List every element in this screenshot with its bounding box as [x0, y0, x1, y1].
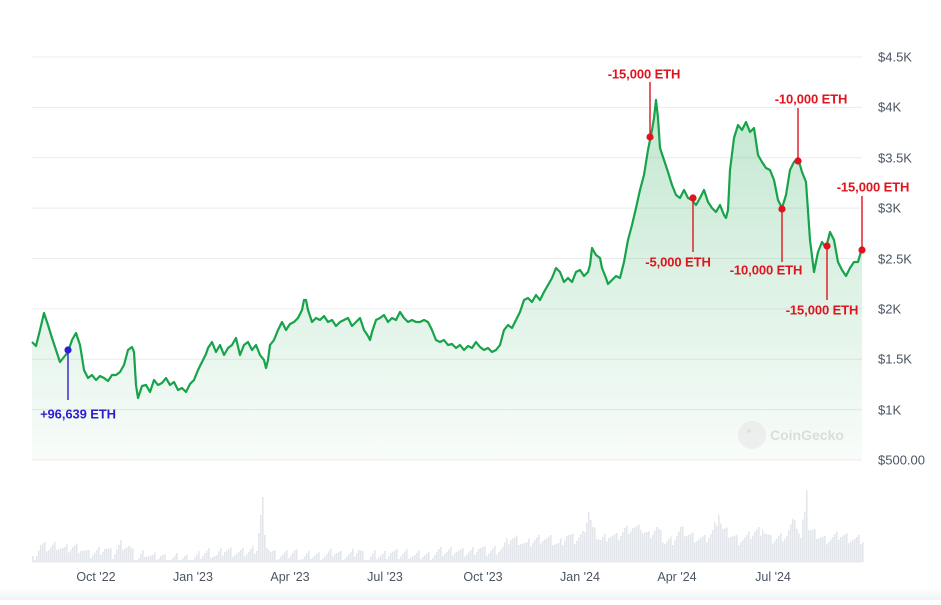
sell-marker-dot[interactable] [823, 242, 831, 250]
buy-annotation-label: +96,639 ETH [40, 406, 116, 422]
sell-marker-dot[interactable] [778, 205, 786, 213]
x-tick-label: Apr '23 [270, 570, 310, 584]
watermark-text: CoinGecko [770, 427, 844, 443]
x-tick-label: Oct '22 [76, 570, 116, 584]
price-line[interactable] [31, 98, 864, 400]
x-tick-label: Jan '23 [173, 570, 213, 584]
sell-marker-dot[interactable] [689, 194, 697, 202]
sell-annotation-label: -15,000 ETH [836, 179, 910, 195]
x-tick-label: Jan '24 [560, 570, 600, 584]
y-tick-label: $1K [878, 402, 902, 418]
price-area-fill [32, 100, 862, 460]
coingecko-watermark: CoinGecko [738, 421, 844, 449]
gecko-logo-icon [738, 421, 766, 449]
y-tick-label: $2K [878, 301, 902, 317]
y-tick-label: $3K [878, 200, 902, 216]
y-tick-label: $2.5K [878, 251, 912, 266]
sell-annotation-label: -10,000 ETH [774, 91, 848, 107]
sell-annotation-label: -10,000 ETH [729, 262, 803, 278]
y-tick-label: $4K [878, 99, 902, 115]
y-tick-label: $4.5K [878, 49, 912, 65]
sell-annotation-label: -5,000 ETH [645, 254, 711, 270]
y-tick-label: $500.00 [878, 452, 925, 468]
y-tick-label: $3.5K [878, 150, 912, 166]
buy-marker-dot[interactable] [64, 346, 72, 354]
sell-marker-dot[interactable] [794, 157, 802, 165]
x-tick-label: Apr '24 [657, 570, 697, 584]
x-tick-label: Jul '24 [755, 570, 791, 584]
sell-marker-dot[interactable] [646, 133, 654, 141]
x-tick-label: Jul '23 [367, 570, 403, 584]
annotation-markers [64, 82, 866, 400]
sell-annotation-label: -15,000 ETH [785, 302, 859, 318]
volume-bars [32, 490, 864, 562]
sell-annotation-label: -15,000 ETH [607, 66, 681, 82]
x-tick-label: Oct '23 [463, 570, 503, 584]
bottom-fade [0, 588, 941, 600]
y-tick-label: $1.5K [878, 351, 912, 367]
sell-marker-dot[interactable] [858, 246, 866, 254]
